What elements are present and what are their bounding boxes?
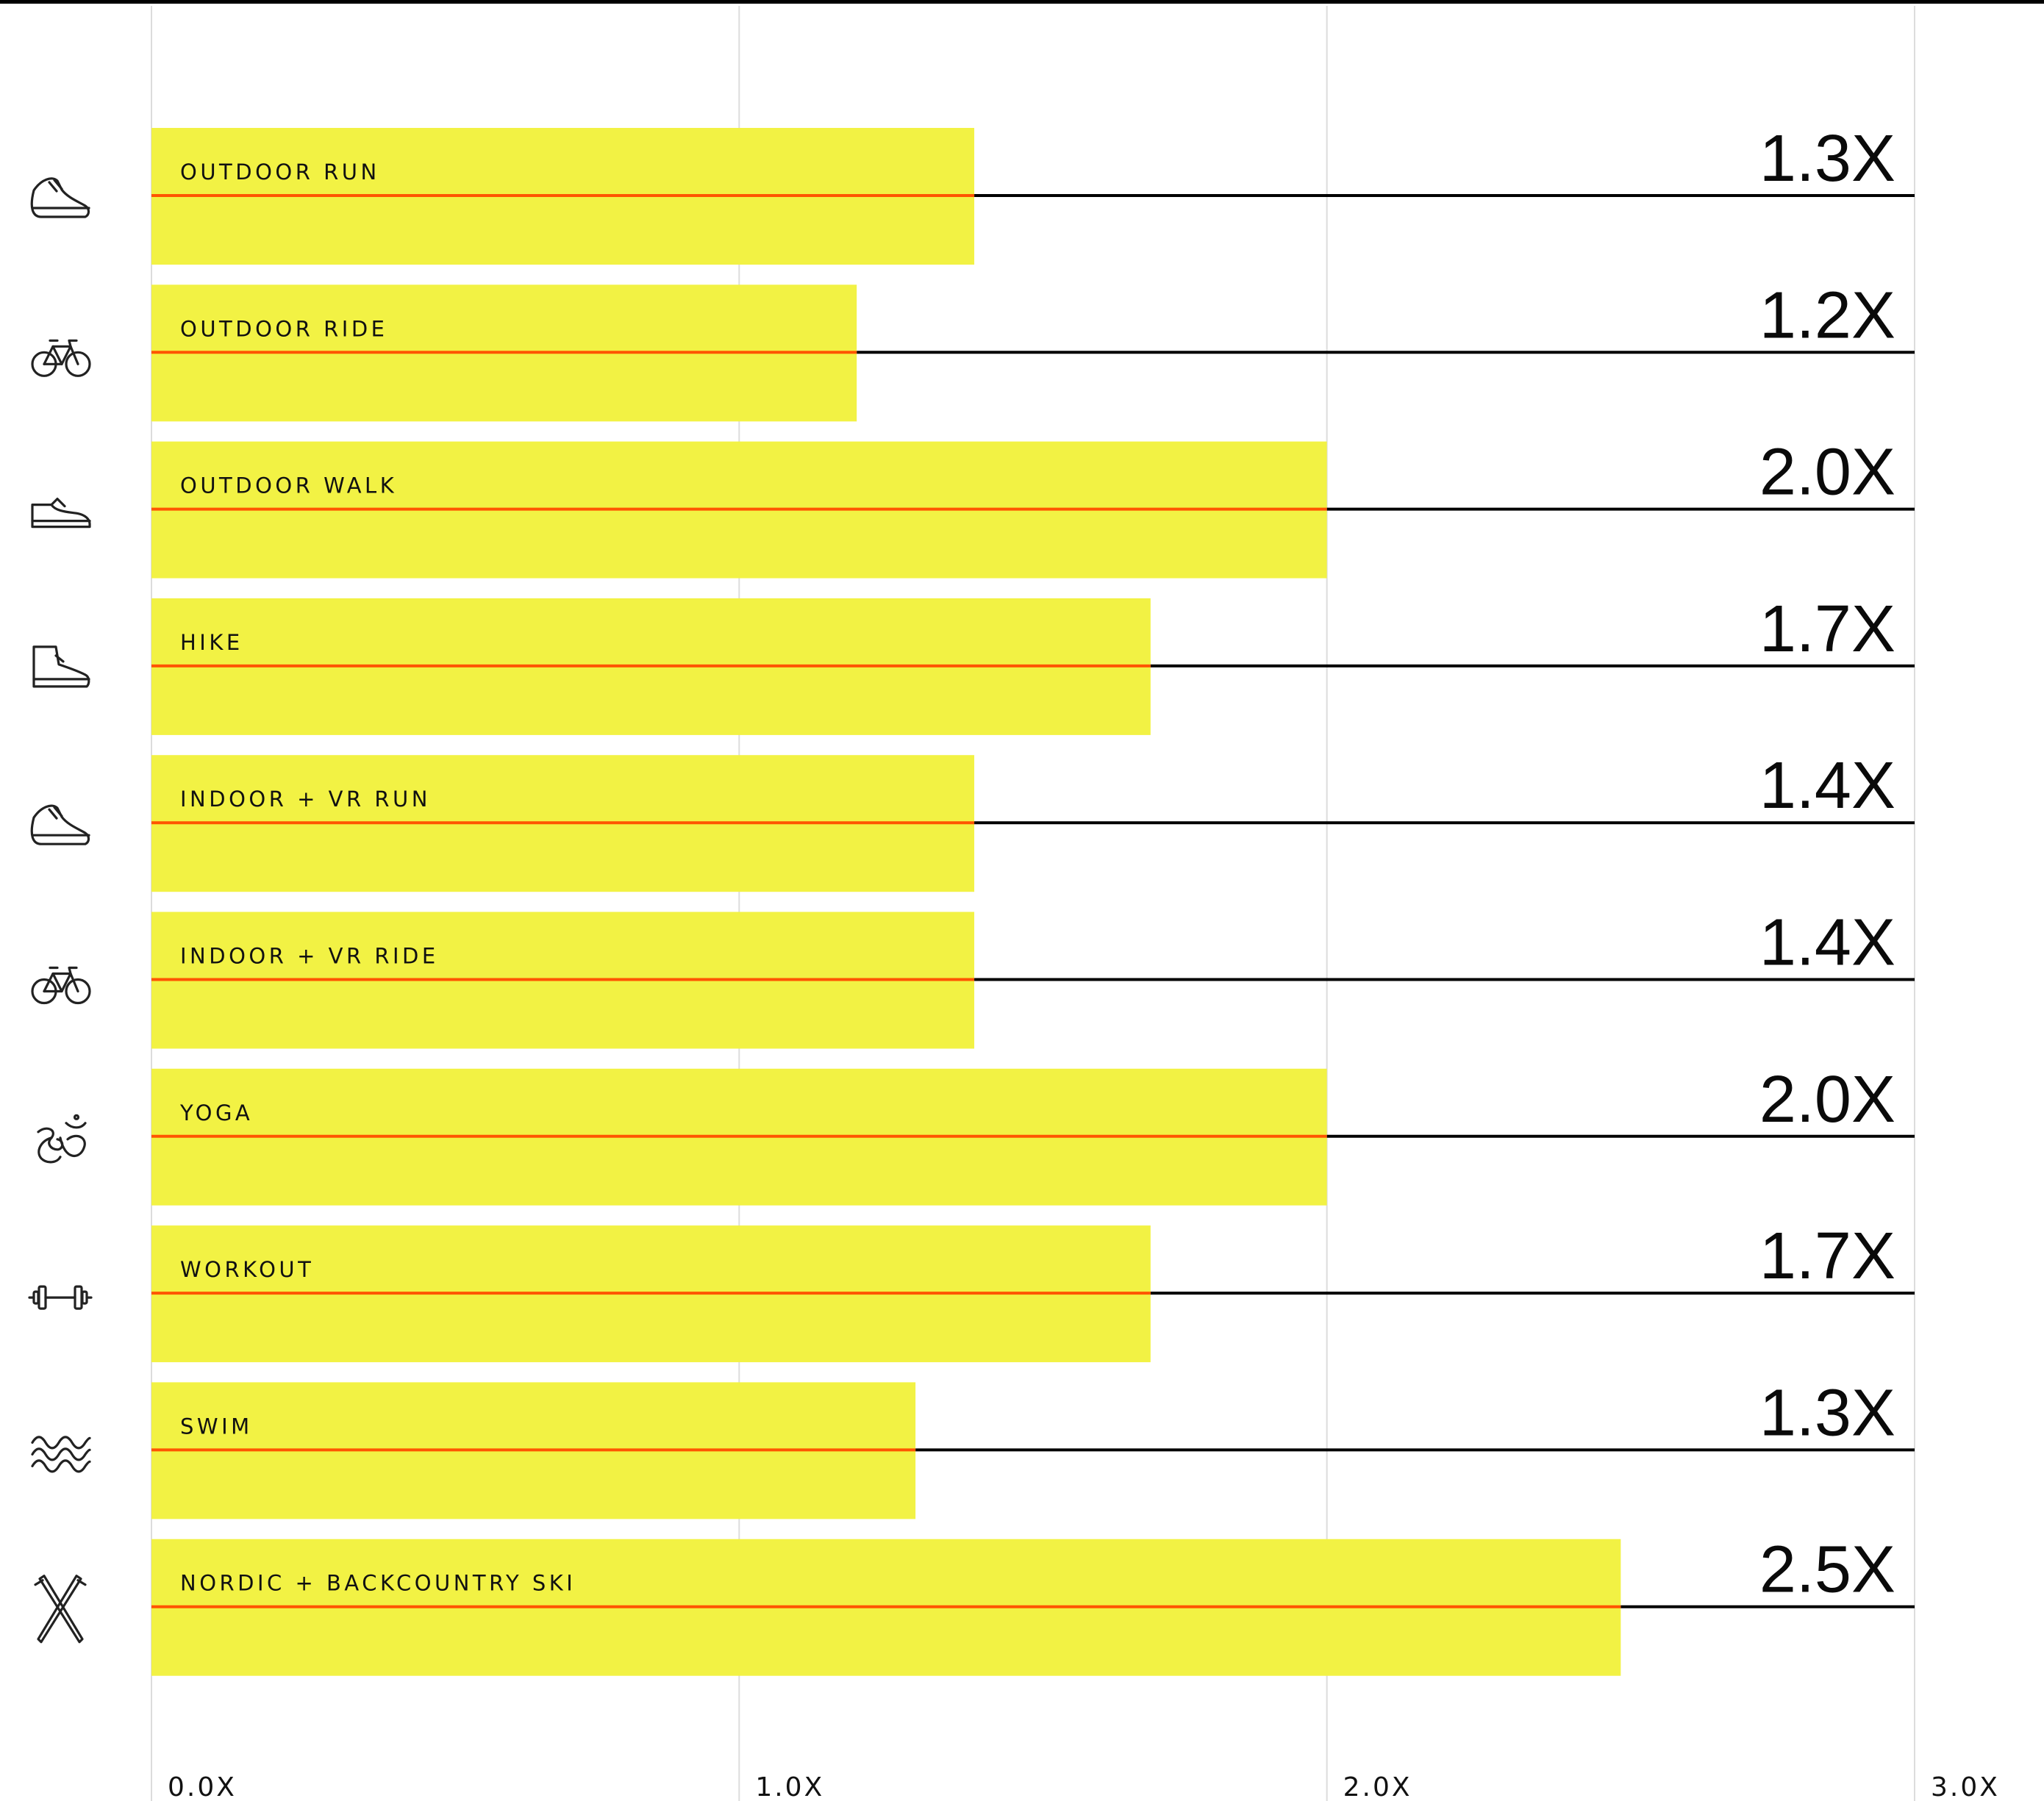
x-tick-label: 3.0X [1931, 1772, 2000, 1801]
category-label: OUTDOOR WALK [180, 473, 397, 498]
x-tick-label: 0.0X [168, 1772, 237, 1801]
bicycle-icon [31, 339, 91, 377]
walking-shoe-icon [31, 497, 91, 529]
value-label: 1.4X [1759, 906, 1895, 980]
category-label: SWIM [180, 1414, 253, 1439]
category-label: HIKE [180, 630, 243, 655]
om-icon [37, 1114, 87, 1164]
x-axis-ticks: 0.0X 1.0X 2.0X 3.0X [168, 1772, 2000, 1801]
crossed-skis-icon [34, 1575, 87, 1644]
x-tick-label: 2.0X [1343, 1772, 1412, 1801]
value-label: 1.3X [1759, 122, 1895, 196]
category-label: NORDIC + BACKCOUNTRY SKI [180, 1571, 576, 1596]
value-label: 1.2X [1759, 279, 1895, 352]
x-tick-label: 1.0X [755, 1772, 824, 1801]
value-label: 1.7X [1759, 592, 1895, 666]
grid-lines [151, 6, 1915, 1801]
value-label: 1.7X [1759, 1220, 1895, 1293]
value-label: 2.0X [1759, 436, 1895, 509]
value-label: 2.0X [1759, 1063, 1895, 1136]
category-label: YOGA [179, 1100, 253, 1125]
water-waves-icon [31, 1436, 91, 1473]
icons [28, 177, 93, 1644]
category-label: OUTDOOR RUN [180, 160, 380, 185]
category-label: WORKOUT [180, 1257, 314, 1282]
hiking-boot-icon [32, 645, 90, 688]
value-label: 1.4X [1759, 749, 1895, 823]
category-label: INDOOR + VR RIDE [180, 944, 439, 969]
value-label: 1.3X [1759, 1376, 1895, 1450]
category-label: INDOOR + VR RUN [180, 787, 431, 812]
value-label: 2.5X [1759, 1533, 1895, 1607]
bicycle-icon [31, 966, 91, 1005]
dumbbell-icon [28, 1285, 93, 1310]
running-shoe-icon [30, 177, 90, 218]
bars [151, 128, 1621, 1676]
labels: OUTDOOR RUN 1.3X OUTDOOR RIDE 1.2X OUTDOOR W… [179, 122, 1895, 1607]
row-lines [151, 194, 1915, 1608]
running-shoe-icon [30, 804, 90, 845]
category-label: OUTDOOR RIDE [180, 316, 387, 341]
